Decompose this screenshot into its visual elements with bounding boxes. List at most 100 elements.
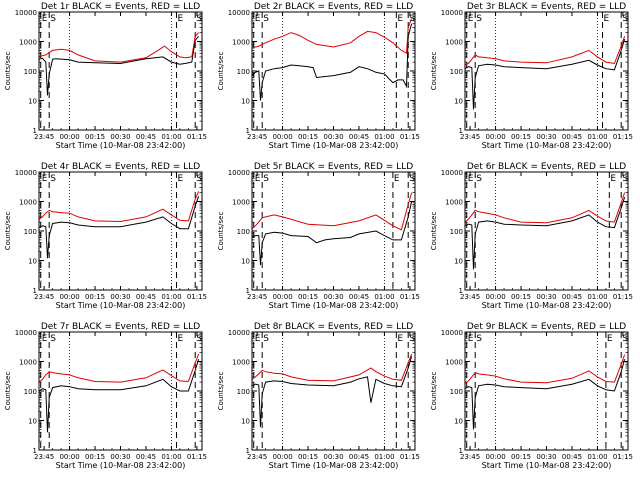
marker-label-e: E	[397, 14, 403, 24]
x-tick-label: 00:45	[136, 293, 156, 301]
y-axis-label: Counts/sec	[430, 212, 438, 251]
y-axis-label: Counts/sec	[430, 372, 438, 411]
y-tick-label: 1	[246, 127, 250, 135]
marker-label-s: S	[263, 14, 269, 24]
lld-rate-series	[251, 192, 413, 231]
x-tick-label: 00:15	[511, 133, 531, 141]
y-tick-label: 10000	[441, 169, 463, 177]
x-axis-label: Start Time (10-Mar-08 23:42:00)	[56, 141, 186, 150]
x-tick-label: 00:30	[323, 293, 343, 301]
x-tick-label: 00:15	[85, 133, 105, 141]
y-tick-label: 1	[459, 447, 463, 455]
marker-label-e: E	[42, 334, 48, 344]
y-axis-label: Counts/sec	[4, 52, 12, 91]
marker-label-s: S	[263, 334, 269, 344]
marker-label-s: S	[196, 334, 202, 344]
marker-label-e: E	[178, 334, 184, 344]
y-tick-label: 1000	[232, 359, 250, 367]
panel-title: Det 8r BLACK = Events, RED = LLD	[254, 322, 413, 332]
y-tick-label: 1	[33, 127, 37, 135]
y-tick-label: 100	[450, 388, 463, 396]
x-axis-label: Start Time (10-Mar-08 23:42:00)	[482, 301, 612, 310]
x-tick-label: 01:00	[161, 293, 181, 301]
y-tick-label: 100	[237, 68, 250, 76]
x-tick-label: 00:45	[136, 133, 156, 141]
x-tick-label: 00:30	[536, 293, 556, 301]
y-tick-label: 100	[450, 68, 463, 76]
events-rate-series	[251, 356, 413, 428]
marker-label-e: E	[610, 174, 616, 184]
lld-rate-series	[251, 18, 413, 55]
panel-title: Det 3r BLACK = Events, RED = LLD	[467, 2, 626, 12]
x-tick-label: 01:00	[161, 453, 181, 461]
x-tick-label: 00:00	[485, 293, 505, 301]
x-tick-label: 00:45	[562, 133, 582, 141]
y-tick-label: 100	[24, 68, 37, 76]
plot-frame	[464, 171, 629, 291]
detector-panel: Det 6r BLACK = Events, RED = LLD Counts/s…	[430, 162, 633, 310]
y-tick-label: 1000	[19, 359, 37, 367]
events-rate-series	[464, 197, 626, 270]
x-tick-label: 00:45	[562, 453, 582, 461]
panel-title: Det 6r BLACK = Events, RED = LLD	[467, 162, 626, 172]
y-tick-label: 10000	[228, 169, 250, 177]
marker-label-e: E	[255, 174, 261, 184]
y-tick-label: 10	[28, 98, 37, 106]
y-axis-label: Counts/sec	[217, 212, 225, 251]
marker-label-e: E	[394, 174, 400, 184]
y-axis-label: Counts/sec	[4, 212, 12, 251]
y-tick-label: 10	[454, 418, 463, 426]
x-tick-label: 23:45	[34, 133, 54, 141]
y-tick-label: 1000	[232, 39, 250, 47]
x-tick-label: 00:45	[136, 453, 156, 461]
x-tick-label: 01:15	[400, 293, 420, 301]
y-tick-label: 10000	[15, 329, 37, 337]
x-tick-label: 00:00	[485, 133, 505, 141]
x-axis-label: Start Time (10-Mar-08 23:42:00)	[269, 461, 399, 470]
panel-title: Det 7r BLACK = Events, RED = LLD	[41, 322, 200, 332]
marker-label-s: S	[476, 334, 482, 344]
y-tick-label: 100	[24, 388, 37, 396]
marker-label-s: S	[50, 334, 56, 344]
y-tick-label: 1	[459, 287, 463, 295]
y-tick-label: 10000	[15, 9, 37, 17]
x-tick-label: 01:00	[374, 293, 394, 301]
marker-label-s: S	[622, 334, 628, 344]
lld-rate-series	[464, 354, 626, 384]
detector-panel: Det 2r BLACK = Events, RED = LLD Counts/s…	[217, 2, 420, 150]
x-tick-label: 00:00	[59, 133, 79, 141]
y-tick-label: 100	[450, 228, 463, 236]
y-axis-label: Counts/sec	[217, 52, 225, 91]
y-tick-label: 100	[237, 388, 250, 396]
x-tick-label: 01:00	[587, 453, 607, 461]
x-tick-label: 00:15	[85, 293, 105, 301]
y-tick-label: 1	[246, 287, 250, 295]
marker-label-e: E	[42, 14, 48, 24]
plot-frame	[251, 331, 416, 451]
y-tick-label: 10	[454, 98, 463, 106]
plot-frame	[464, 331, 629, 451]
x-axis-label: Start Time (10-Mar-08 23:42:00)	[482, 141, 612, 150]
x-tick-label: 00:15	[298, 133, 318, 141]
x-tick-label: 01:15	[187, 133, 207, 141]
x-axis-label: Start Time (10-Mar-08 23:42:00)	[56, 301, 186, 310]
x-tick-label: 00:30	[110, 453, 130, 461]
x-tick-label: 00:15	[85, 453, 105, 461]
x-tick-label: 01:15	[613, 133, 633, 141]
panel-title: Det 5r BLACK = Events, RED = LLD	[254, 162, 413, 172]
marker-label-s: S	[622, 174, 628, 184]
panel-title: Det 4r BLACK = Events, RED = LLD	[41, 162, 200, 172]
x-tick-label: 23:45	[247, 453, 267, 461]
events-rate-series	[251, 23, 413, 101]
marker-label-e: E	[255, 334, 261, 344]
y-tick-label: 1	[33, 447, 37, 455]
y-tick-label: 1000	[445, 199, 463, 207]
x-tick-label: 00:00	[485, 453, 505, 461]
marker-label-s: S	[409, 14, 415, 24]
x-tick-label: 00:45	[349, 293, 369, 301]
marker-label-e: E	[468, 174, 474, 184]
x-tick-label: 00:45	[562, 293, 582, 301]
y-tick-label: 10	[241, 418, 250, 426]
x-tick-label: 23:45	[247, 293, 267, 301]
